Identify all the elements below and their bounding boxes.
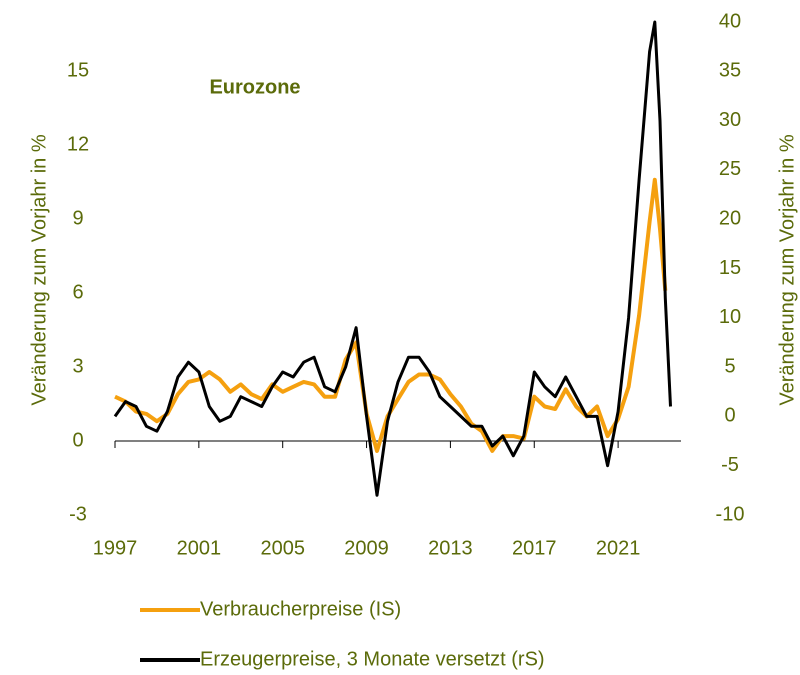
y2-tick-label: 15 [719,257,741,279]
y2-tick-label: 20 [719,207,741,229]
y2-tick-label: -10 [716,503,745,525]
y2-tick-label: 5 [724,355,735,377]
y-tick-label: -3 [69,503,87,525]
y2-tick-label: 25 [719,158,741,180]
x-tick-label: 2013 [428,537,473,559]
annotation: Eurozone [209,76,300,98]
x-tick-label: 2009 [344,537,389,559]
x-tick-label: 2005 [260,537,305,559]
y2-tick-label: 10 [719,306,741,328]
x-tick-label: 1997 [93,537,138,559]
y2-tick-label: 30 [719,109,741,131]
y-tick-label: 15 [67,60,89,82]
y-tick-label: 12 [67,134,89,156]
y-tick-label: 6 [72,281,83,303]
line-series [113,20,672,497]
x-tick-label: 2001 [177,537,222,559]
x-tick-label: 2021 [596,537,641,559]
y-tick-label: 3 [72,355,83,377]
y2-tick-label: 40 [719,10,741,32]
y2-tick-label: -5 [721,454,739,476]
y2-tick-label: 0 [724,405,735,427]
legend-label: Erzeugerpreise, 3 Monate versetzt (rS) [200,648,545,670]
y-axis-label: Veränderung zum Vorjahr in % [28,134,50,405]
legend-label: Verbraucherpreise (IS) [200,598,401,620]
y2-axis-label: Veränderung zum Vorjahr in % [776,134,798,405]
x-tick-label: 2017 [512,537,557,559]
y2-tick-label: 35 [719,60,741,82]
y-tick-label: 0 [72,429,83,451]
y-tick-label: 9 [72,207,83,229]
